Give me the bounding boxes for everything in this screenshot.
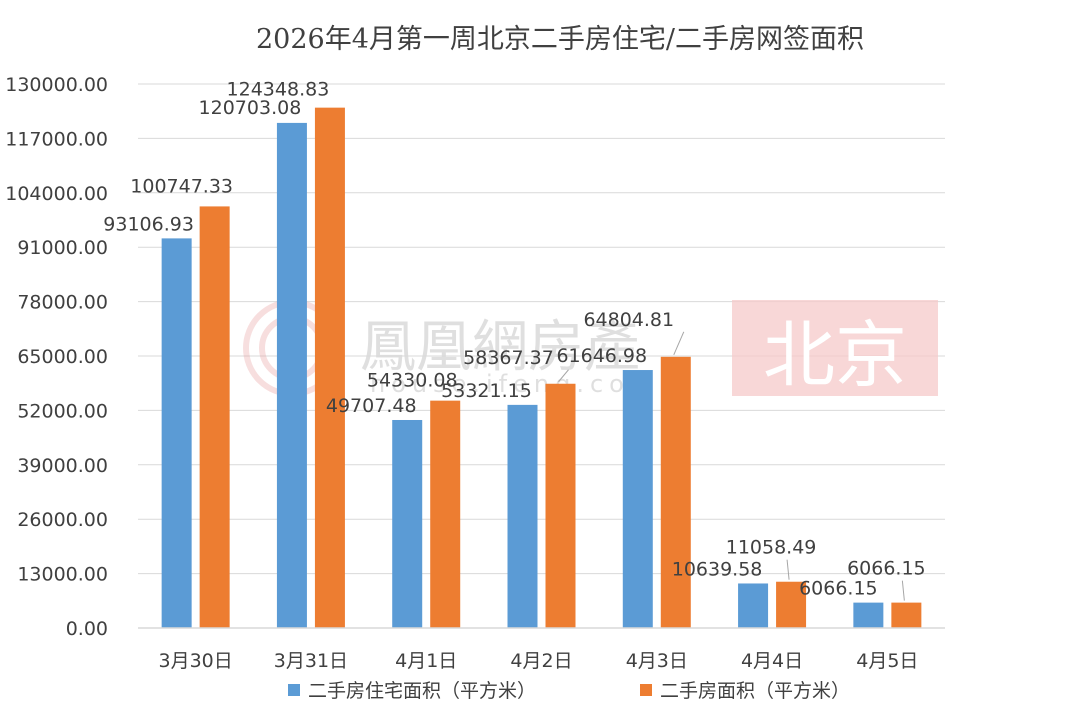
watermark-url: house.ifeng.com (370, 370, 659, 398)
data-label: 58367.37 (463, 347, 554, 369)
x-tick-label: 4月3日 (626, 650, 688, 672)
y-tick-label: 0.00 (66, 618, 108, 640)
data-labels: 93106.93 120703.08 49707.48 53321.15 61646.9… (103, 79, 925, 600)
legend: 二手房住宅面积（平方米） 二手房面积（平方米） (288, 680, 850, 702)
data-label: 124348.83 (227, 79, 330, 101)
bar (276, 122, 307, 628)
legend-label: 二手房住宅面积（平方米） (308, 680, 536, 702)
bar (430, 400, 461, 628)
bar (891, 602, 922, 628)
watermark-city: 北京 (763, 313, 907, 397)
legend-swatch (288, 684, 300, 696)
leader-lines (558, 331, 905, 601)
data-label: 54330.08 (367, 370, 458, 392)
bar (738, 583, 769, 628)
x-tick-label: 4月4日 (741, 650, 803, 672)
data-label: 49707.48 (326, 395, 417, 417)
leader-line (673, 331, 685, 356)
x-tick-label: 4月2日 (510, 650, 572, 672)
y-tick-label: 52000.00 (17, 400, 108, 422)
leader-line (901, 580, 905, 601)
y-tick-label: 117000.00 (5, 128, 108, 150)
y-tick-label: 39000.00 (17, 455, 108, 477)
legend-swatch (640, 684, 652, 696)
data-label: 6066.15 (847, 558, 926, 580)
y-tick-label: 130000.00 (5, 74, 108, 96)
y-axis-ticks: 0.00 13000.00 26000.00 39000.00 52000.00 6500… (5, 74, 108, 640)
legend-label: 二手房面积（平方米） (660, 680, 850, 702)
y-tick-label: 91000.00 (17, 237, 108, 259)
data-label: 53321.15 (441, 380, 532, 402)
bar (392, 419, 423, 628)
y-tick-label: 26000.00 (17, 509, 108, 531)
x-tick-label: 4月1日 (395, 650, 457, 672)
bar (853, 602, 884, 628)
bar (545, 383, 576, 628)
y-tick-label: 65000.00 (17, 346, 108, 368)
bar (314, 107, 345, 629)
watermark-city-badge (732, 300, 938, 396)
data-label: 120703.08 (199, 97, 302, 119)
x-tick-label: 3月31日 (274, 650, 348, 672)
bar (622, 370, 653, 628)
gridlines (138, 83, 945, 575)
data-label: 64804.81 (583, 309, 674, 331)
bars (161, 107, 922, 629)
data-label: 93106.93 (103, 213, 194, 235)
bar (660, 356, 691, 628)
bar (161, 238, 192, 628)
x-tick-label: 4月5日 (856, 650, 918, 672)
data-label: 100747.33 (130, 175, 233, 197)
data-label: 10639.58 (672, 558, 763, 580)
leader-line (558, 369, 569, 383)
leader-line (786, 559, 790, 580)
bar (199, 206, 230, 628)
data-label: 6066.15 (799, 578, 878, 600)
y-tick-label: 13000.00 (17, 564, 108, 586)
y-tick-label: 78000.00 (17, 292, 108, 314)
x-axis-categories: 3月30日 3月31日 4月1日 4月2日 4月3日 4月4日 4月5日 (159, 650, 919, 672)
watermark-name: 鳳凰網房產 (360, 315, 640, 380)
bar (507, 404, 538, 628)
data-label: 61646.98 (556, 345, 647, 367)
data-label: 11058.49 (726, 537, 817, 559)
y-tick-label: 104000.00 (5, 183, 108, 205)
bar (776, 581, 807, 628)
x-tick-label: 3月30日 (159, 650, 233, 672)
chart-title: 2026年4月第一周北京二手房住宅/二手房网签面积 (256, 24, 864, 55)
